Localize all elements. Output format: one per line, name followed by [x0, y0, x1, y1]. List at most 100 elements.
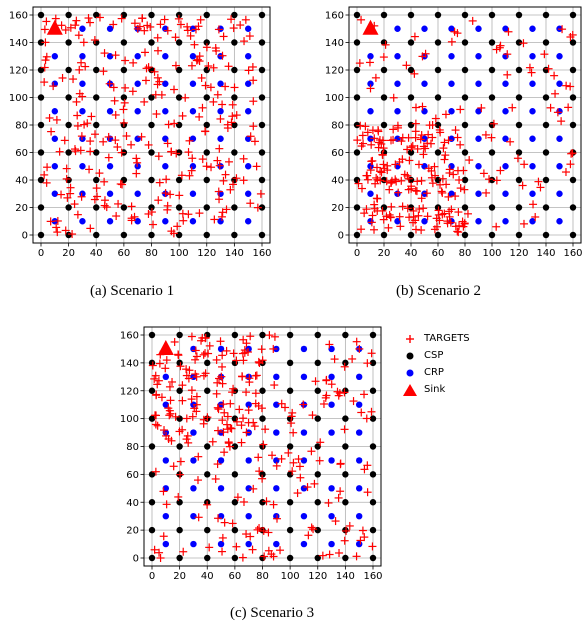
target-marker	[430, 225, 439, 234]
target-marker	[386, 212, 395, 221]
crp-point	[502, 108, 509, 115]
csp-point	[342, 415, 349, 422]
target-marker	[564, 103, 573, 112]
target-marker	[423, 212, 432, 221]
target-marker	[160, 426, 169, 435]
target-marker	[352, 337, 361, 346]
target-marker	[566, 33, 575, 41]
target-marker	[191, 355, 200, 364]
target-marker	[133, 24, 142, 33]
target-marker	[165, 382, 174, 391]
target-marker	[77, 192, 86, 201]
csp-point	[176, 499, 183, 506]
csp-point	[231, 331, 239, 339]
crp-point	[245, 373, 252, 381]
target-marker	[353, 136, 362, 145]
crp-point	[328, 512, 335, 520]
target-marker	[397, 137, 406, 146]
crp-point	[300, 345, 308, 353]
target-marker	[252, 162, 261, 171]
target-marker	[269, 500, 278, 509]
crp-point	[328, 429, 335, 436]
target-marker	[252, 371, 261, 380]
legend-label-targets: TARGETS	[424, 333, 470, 344]
crp-point	[475, 108, 482, 115]
target-marker	[392, 177, 401, 186]
csp-point	[231, 94, 238, 101]
csp-point	[286, 526, 294, 534]
y-tick-label: 20	[15, 203, 28, 214]
target-marker	[84, 14, 93, 23]
crp-point	[421, 218, 428, 225]
target-marker	[436, 128, 445, 137]
csp-point	[515, 204, 523, 211]
target-marker	[319, 399, 328, 408]
target-marker	[159, 532, 168, 541]
csp-point	[37, 94, 45, 101]
csp-point	[515, 121, 523, 129]
target-marker	[503, 70, 512, 79]
y-tick-label: 100	[9, 93, 28, 104]
target-marker	[428, 179, 437, 188]
target-marker	[242, 388, 251, 397]
target-marker	[230, 83, 239, 92]
target-marker	[194, 513, 203, 522]
target-marker	[95, 13, 104, 22]
target-marker	[229, 384, 238, 393]
target-marker	[568, 149, 577, 158]
csp-point	[314, 471, 321, 478]
target-marker	[143, 21, 152, 30]
crp-point	[106, 108, 114, 115]
csp-point	[176, 359, 183, 367]
target-marker	[121, 83, 130, 92]
target-marker	[157, 393, 166, 402]
csp-point	[542, 231, 550, 239]
csp-point	[542, 121, 550, 129]
crp-point	[421, 80, 428, 87]
crp-point	[529, 135, 536, 142]
target-marker	[187, 386, 196, 395]
crp-point	[328, 345, 335, 353]
x-tick-label: 60	[229, 571, 242, 582]
target-marker	[242, 530, 251, 539]
target-marker	[190, 40, 199, 49]
target-marker	[423, 139, 432, 148]
crp-point	[328, 485, 335, 492]
target-marker	[238, 372, 247, 381]
target-marker	[357, 15, 366, 24]
target-marker	[224, 157, 233, 166]
target-marker	[349, 397, 358, 406]
target-marker	[445, 165, 454, 174]
target-marker	[226, 399, 235, 408]
target-marker	[355, 344, 364, 353]
x-tick-label: 80	[256, 571, 269, 582]
crp-point	[556, 135, 563, 142]
target-marker	[100, 177, 109, 186]
csp-point	[259, 331, 266, 339]
sink-marker	[157, 339, 174, 355]
csp-point	[37, 11, 45, 19]
target-marker	[357, 408, 366, 417]
target-marker	[550, 71, 559, 80]
csp-point	[204, 554, 211, 562]
target-marker	[179, 547, 188, 556]
crp-point	[51, 190, 59, 197]
target-marker	[254, 357, 263, 366]
target-marker	[551, 89, 560, 98]
target-marker	[310, 479, 319, 488]
target-marker	[395, 157, 404, 166]
legend-label-sink: Sink	[424, 384, 446, 395]
target-marker	[153, 46, 162, 55]
target-marker	[191, 346, 200, 355]
target-marker	[192, 392, 201, 401]
crp-point	[475, 25, 482, 32]
csp-point	[175, 66, 183, 74]
target-marker	[258, 474, 267, 483]
csp-point	[120, 39, 128, 46]
y-tick-label: 0	[338, 231, 344, 242]
target-marker	[558, 25, 567, 34]
crp-point	[217, 457, 225, 464]
csp-point	[148, 526, 156, 534]
target-marker	[75, 89, 84, 98]
target-marker	[456, 140, 465, 149]
